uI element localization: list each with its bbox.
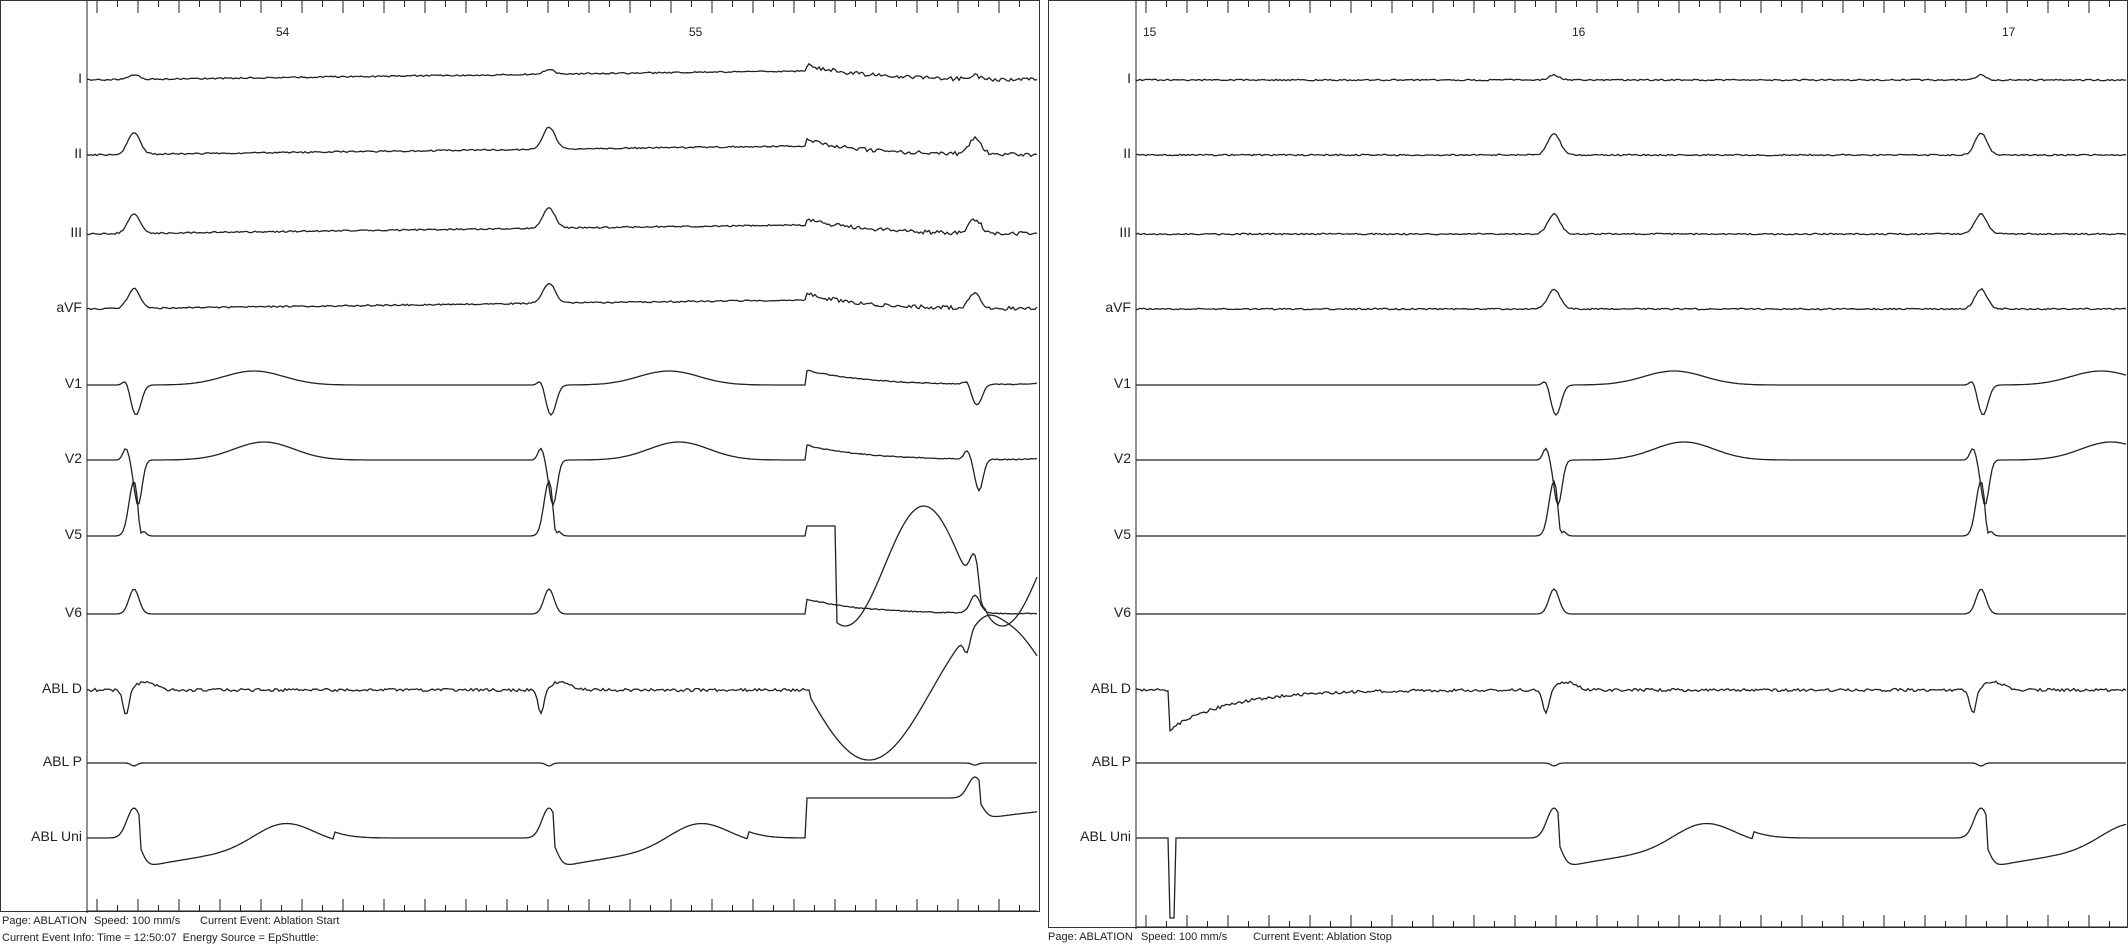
channel-label-i: I — [1127, 70, 1131, 86]
trace-v2 — [87, 441, 1038, 507]
trace-ii — [86, 126, 1038, 158]
channel-label-v1: V1 — [64, 375, 82, 391]
trace-i — [86, 62, 1038, 83]
trace-v5 — [1136, 479, 2126, 537]
channel-label-v6: V6 — [64, 604, 82, 620]
time-label-55: 55 — [689, 25, 703, 39]
channel-label-abl-uni: ABL Uni — [31, 828, 82, 844]
trace-v2 — [1136, 441, 2127, 507]
channel-label-iii: III — [1119, 224, 1131, 240]
channel-label-v1: V1 — [1113, 375, 1131, 391]
trace-avf — [1135, 287, 2127, 311]
trace-iii — [86, 206, 1038, 237]
trace-abl-uni — [87, 776, 1038, 866]
channel-label-v2: V2 — [1113, 450, 1131, 466]
channel-label-ii: II — [1123, 145, 1131, 161]
footer-event: Current Event: Ablation Start — [200, 915, 340, 927]
left-ecg-panel — [0, 0, 1040, 913]
footer-event-right: Current Event: Ablation Stop — [1253, 931, 1392, 943]
channel-label-abl-uni: ABL Uni — [1080, 828, 1131, 844]
footer-speed: Speed: 100 mm/s — [94, 915, 181, 927]
channel-label-v2: V2 — [64, 450, 82, 466]
trace-v5 — [87, 479, 1038, 627]
channel-label-avf: aVF — [1105, 299, 1131, 315]
channel-label-abl-p: ABL P — [42, 753, 82, 769]
time-label-16: 16 — [1572, 25, 1586, 39]
right-ecg-panel — [1048, 0, 2128, 929]
trace-abl-p — [87, 762, 1037, 767]
trace-abl-p — [1136, 762, 2126, 767]
left-traces — [86, 1, 1038, 913]
right-traces — [1135, 1, 2127, 929]
time-label-54: 54 — [276, 25, 290, 39]
channel-label-abl-d: ABL D — [1091, 680, 1131, 696]
channel-label-v5: V5 — [64, 526, 82, 542]
trace-ii — [1135, 132, 2127, 157]
footer-page-right: Page: ABLATION — [1048, 931, 1133, 943]
channel-label-v6: V6 — [1113, 604, 1131, 620]
channel-label-abl-d: ABL D — [42, 680, 82, 696]
channel-label-i: I — [78, 70, 82, 86]
trace-i — [1135, 73, 2126, 82]
footer-event-info: Current Event Info: Time = 12:50:07 Ener… — [2, 932, 319, 944]
time-label-15: 15 — [1143, 25, 1157, 39]
trace-v1 — [1136, 370, 2127, 417]
trace-abl-d — [1135, 680, 2127, 732]
trace-v6 — [87, 588, 1038, 615]
trace-abl-uni — [1136, 807, 2127, 919]
trace-iii — [1135, 212, 2127, 236]
channel-label-avf: aVF — [56, 299, 82, 315]
footer-speed-right: Speed: 100 mm/s — [1141, 931, 1228, 943]
footer-page: Page: ABLATION — [2, 915, 87, 927]
trace-v1 — [87, 369, 1038, 417]
channel-label-abl-p: ABL P — [1091, 753, 1131, 769]
channel-label-iii: III — [70, 224, 82, 240]
time-label-17: 17 — [2002, 25, 2016, 39]
channel-label-ii: II — [74, 145, 82, 161]
trace-abl-d — [86, 614, 1038, 761]
trace-avf — [86, 282, 1038, 312]
channel-label-v5: V5 — [1113, 526, 1131, 542]
trace-v6 — [1136, 588, 2126, 615]
